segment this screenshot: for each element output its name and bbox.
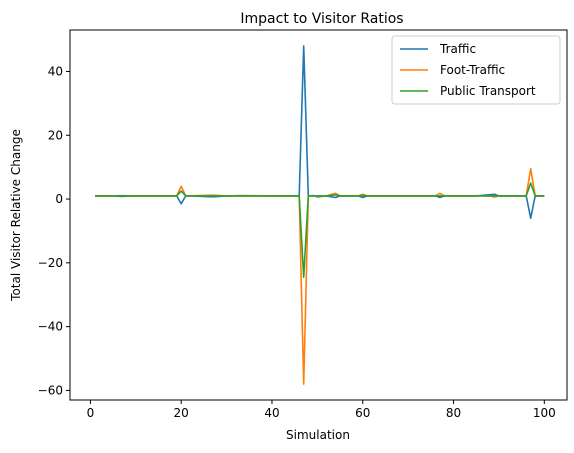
y-tick-label: 40 <box>48 64 63 78</box>
series-line-3 <box>95 182 545 279</box>
y-tick-label: 0 <box>55 192 63 206</box>
axis-ticks: 0 20 40 60 80 100 −60 −40 −20 0 20 40 <box>38 64 556 420</box>
legend: Traffic Foot-Traffic Public Transport <box>391 35 561 105</box>
y-tick-label: 20 <box>48 128 63 142</box>
y-tick-label: −40 <box>38 320 63 334</box>
x-tick-label: 40 <box>264 406 279 420</box>
y-tick-label: −20 <box>38 256 63 270</box>
x-tick-label: 80 <box>446 406 461 420</box>
legend-label: Traffic <box>439 42 476 56</box>
x-tick-label: 60 <box>355 406 370 420</box>
chart-title: Impact to Visitor Ratios <box>240 11 403 27</box>
x-tick-label: 0 <box>87 406 95 420</box>
plot-frame <box>69 29 568 401</box>
legend-label: Public Transport <box>440 84 536 98</box>
y-tick-label: −60 <box>38 383 63 397</box>
x-tick-label: 20 <box>174 406 189 420</box>
x-tick-label: 100 <box>533 406 556 420</box>
x-axis-label: Simulation <box>286 428 350 442</box>
legend-label: Foot-Traffic <box>440 63 505 77</box>
y-axis-label: Total Visitor Relative Change <box>9 129 23 302</box>
plot-area <box>95 45 545 385</box>
legend-box <box>391 35 561 105</box>
